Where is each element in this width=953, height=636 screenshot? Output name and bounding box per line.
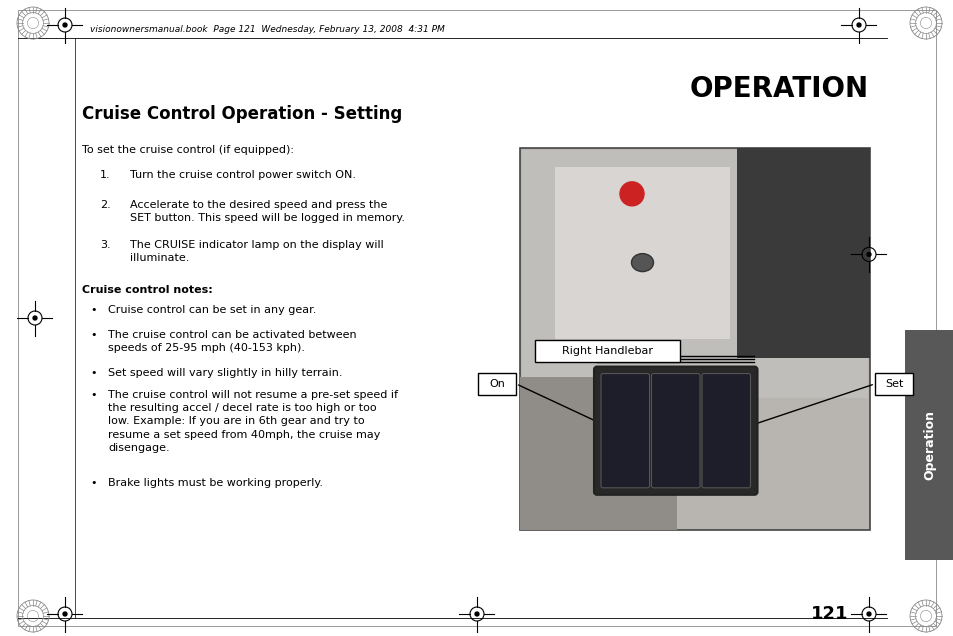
Text: The cruise control will not resume a pre-set speed if
the resulting accel / dece: The cruise control will not resume a pre… <box>108 390 397 453</box>
Text: visionownersmanual.book  Page 121  Wednesday, February 13, 2008  4:31 PM: visionownersmanual.book Page 121 Wednesd… <box>90 25 444 34</box>
Text: 1.: 1. <box>100 170 111 180</box>
Text: •: • <box>90 478 96 488</box>
Ellipse shape <box>631 254 653 272</box>
Text: 2.: 2. <box>100 200 111 210</box>
FancyBboxPatch shape <box>594 366 757 495</box>
Text: •: • <box>90 368 96 378</box>
Text: OPERATION: OPERATION <box>689 75 868 103</box>
FancyBboxPatch shape <box>651 373 700 488</box>
Circle shape <box>475 612 478 616</box>
Bar <box>904 330 953 560</box>
Text: On: On <box>489 379 504 389</box>
Text: Operation: Operation <box>923 410 935 480</box>
Circle shape <box>866 252 870 256</box>
Text: 3.: 3. <box>100 240 111 250</box>
Bar <box>535 340 679 361</box>
Circle shape <box>33 316 37 320</box>
Text: Set speed will vary slightly in hilly terrain.: Set speed will vary slightly in hilly te… <box>108 368 342 378</box>
Text: •: • <box>90 330 96 340</box>
Text: Brake lights must be working properly.: Brake lights must be working properly. <box>108 478 323 488</box>
Circle shape <box>856 23 860 27</box>
Circle shape <box>63 612 67 616</box>
Circle shape <box>866 612 870 616</box>
Text: •: • <box>90 305 96 315</box>
Bar <box>874 373 912 395</box>
Text: Cruise control can be set in any gear.: Cruise control can be set in any gear. <box>108 305 316 315</box>
Circle shape <box>619 182 643 206</box>
Text: Right Handlebar: Right Handlebar <box>561 345 652 356</box>
Text: 121: 121 <box>810 605 848 623</box>
Bar <box>519 377 677 530</box>
Bar <box>519 148 869 530</box>
Bar <box>521 150 867 398</box>
Circle shape <box>63 23 67 27</box>
Text: Turn the cruise control power switch ON.: Turn the cruise control power switch ON. <box>130 170 355 180</box>
Text: Cruise control notes:: Cruise control notes: <box>82 285 213 295</box>
FancyBboxPatch shape <box>600 373 649 488</box>
Text: Accelerate to the desired speed and press the
SET button. This speed will be log: Accelerate to the desired speed and pres… <box>130 200 405 223</box>
Bar <box>737 148 869 358</box>
Text: •: • <box>90 390 96 400</box>
Bar <box>555 167 729 339</box>
FancyBboxPatch shape <box>701 373 750 488</box>
Text: Set: Set <box>883 379 902 389</box>
Bar <box>477 373 516 395</box>
Text: The cruise control can be activated between
speeds of 25-95 mph (40-153 kph).: The cruise control can be activated betw… <box>108 330 356 353</box>
Text: The CRUISE indicator lamp on the display will
illuminate.: The CRUISE indicator lamp on the display… <box>130 240 383 263</box>
Text: To set the cruise control (if equipped):: To set the cruise control (if equipped): <box>82 145 294 155</box>
Text: Cruise Control Operation - Setting: Cruise Control Operation - Setting <box>82 105 402 123</box>
